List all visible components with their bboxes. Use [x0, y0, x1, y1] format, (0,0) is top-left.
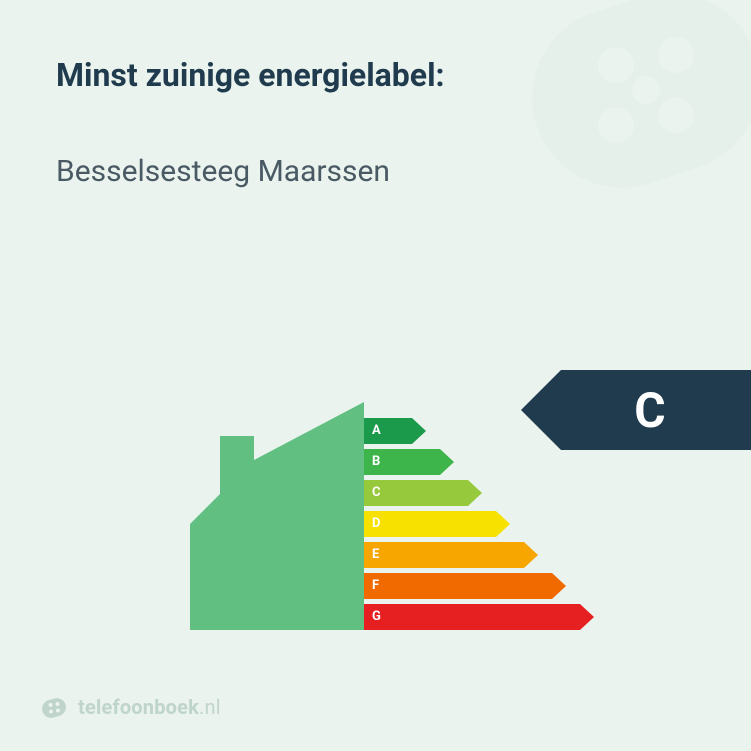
- energy-bar-label: D: [372, 511, 380, 537]
- footer-brand-bold: telefoonboek: [78, 695, 199, 719]
- rating-letter: C: [521, 370, 751, 450]
- footer-brand-text: telefoonboek.nl: [78, 695, 221, 719]
- telefoonboek-logo-icon: [40, 693, 68, 721]
- rating-pointer: C: [521, 370, 751, 450]
- energy-bar-e: [364, 542, 538, 568]
- page-title: Minst zuinige energielabel:: [56, 56, 695, 94]
- energy-bar-label: E: [372, 542, 379, 568]
- energy-bar-g: [364, 604, 594, 630]
- location-name: Besselsesteeg Maarssen: [56, 154, 695, 189]
- energy-bar-label: B: [372, 449, 380, 475]
- energy-bar-d: [364, 511, 510, 537]
- footer-brand: telefoonboek.nl: [40, 693, 221, 721]
- energy-bar-c: [364, 480, 482, 506]
- energy-bar-label: G: [372, 604, 381, 630]
- energy-bar-label: A: [372, 418, 381, 444]
- energy-bar-f: [364, 573, 566, 599]
- footer-brand-tld: .nl: [199, 695, 221, 719]
- energy-bar-label: F: [372, 573, 379, 599]
- house-icon: [174, 402, 364, 630]
- energy-bar-label: C: [372, 480, 381, 506]
